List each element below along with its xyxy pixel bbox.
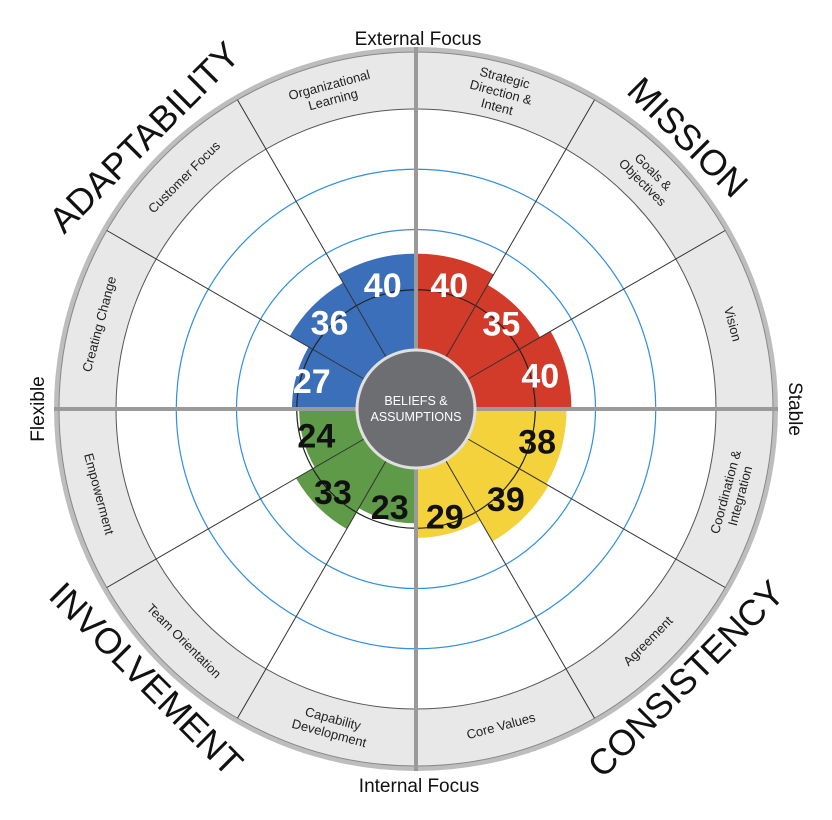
- score-label: 38: [518, 423, 556, 461]
- score-label: 29: [426, 498, 464, 536]
- grid-spoke: [106, 438, 366, 588]
- score-label: 36: [311, 305, 349, 343]
- score-label: 23: [371, 489, 409, 527]
- axis-label-stable: Stable: [784, 382, 805, 436]
- axis-label-external-focus: External Focus: [355, 29, 482, 50]
- grid-lines: [54, 47, 778, 771]
- wedge-team-orientation: [296, 438, 387, 529]
- wedge-capability-development: [358, 460, 416, 524]
- axis-label-internal-focus: Internal Focus: [359, 776, 479, 797]
- grid-spoke: [466, 230, 726, 380]
- wedge-strategic-direction-intent: [416, 253, 494, 358]
- score-label: 40: [364, 267, 402, 305]
- wedge-empowerment: [299, 409, 365, 468]
- score-label: 24: [297, 418, 335, 456]
- wedge-creating-change: [291, 346, 365, 409]
- center-label-line1: BELIEFS &: [384, 394, 448, 408]
- score-label: 35: [482, 306, 520, 344]
- grid-spoke: [106, 230, 366, 380]
- grid-spoke: [466, 438, 726, 588]
- grid-spoke: [445, 459, 595, 719]
- wedge-coordination-integration: [467, 409, 567, 485]
- axis-label-flexible: Flexible: [28, 376, 49, 441]
- grid-spoke: [237, 459, 387, 719]
- score-label: 40: [430, 267, 468, 305]
- wedge-vision: [467, 331, 572, 409]
- wedge-organizational-learning: [338, 253, 416, 358]
- wedge-customer-focus: [289, 282, 387, 380]
- score-label: 33: [314, 474, 352, 512]
- wedge-agreement: [445, 438, 549, 542]
- score-label: 39: [487, 481, 525, 519]
- score-label: 27: [293, 363, 331, 401]
- grid-spoke: [445, 99, 595, 359]
- center-label-line2: ASSUMPTIONS: [371, 410, 462, 424]
- wedge-goals-objectives: [445, 284, 541, 380]
- score-wedges: [289, 253, 572, 542]
- grid-spoke: [237, 99, 387, 359]
- center-circle: [355, 348, 477, 470]
- score-label: 40: [521, 358, 559, 396]
